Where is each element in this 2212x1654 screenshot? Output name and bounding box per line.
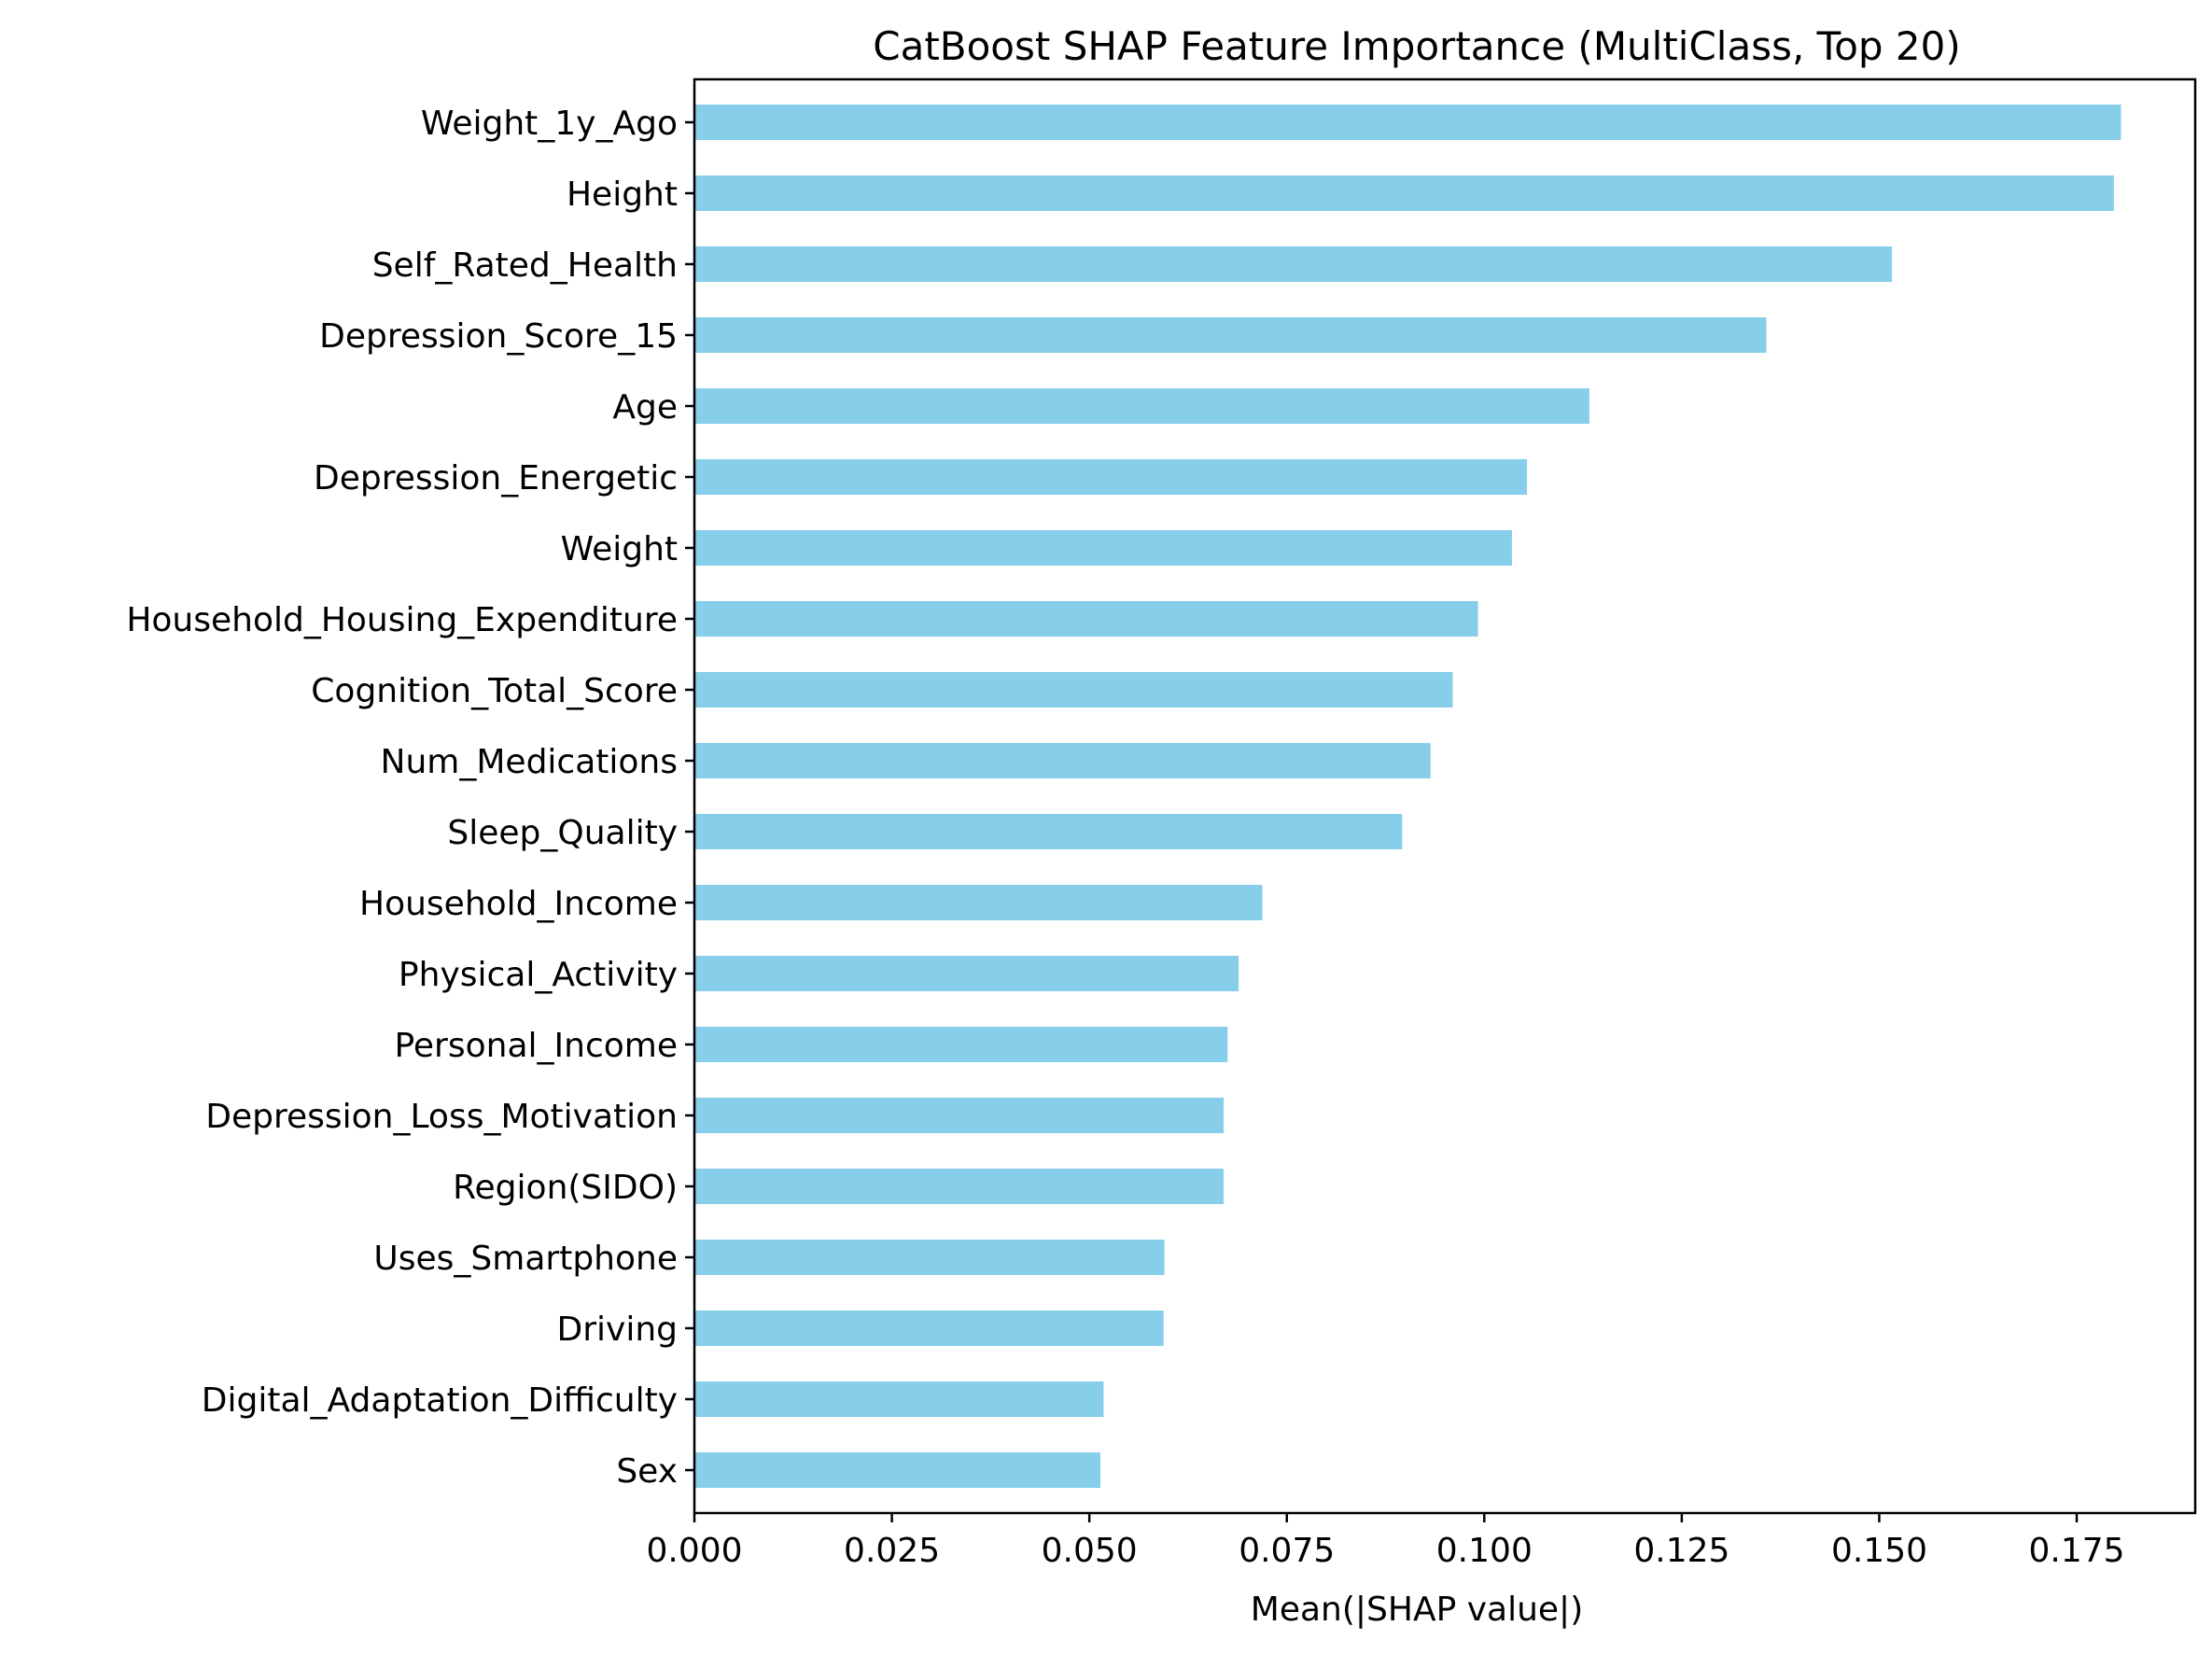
y-axis-ticks: Weight_1y_Ago Height Self_Rated_Health Depr… — [126, 105, 694, 1491]
y-tick-label: Num_Medications — [381, 743, 678, 781]
y-tick-label: Driving — [557, 1311, 679, 1349]
x-tick-label: 0.025 — [844, 1532, 940, 1570]
y-tick-label: Personal_Income — [394, 1027, 678, 1065]
bar-household-housing-expenditure — [694, 601, 1478, 637]
x-tick-label: 0.150 — [1831, 1532, 1927, 1570]
bar-weight — [694, 530, 1512, 566]
bar-self-rated-health — [694, 246, 1893, 282]
bar-depression-energetic — [694, 459, 1528, 495]
x-tick-label: 0.000 — [646, 1532, 742, 1570]
y-tick-label: Region(SIDO) — [453, 1169, 678, 1207]
y-tick-label: Height — [567, 175, 678, 214]
x-tick-label: 0.075 — [1239, 1532, 1335, 1570]
bar-uses-smartphone — [694, 1240, 1165, 1275]
y-tick-label: Uses_Smartphone — [373, 1240, 678, 1278]
x-tick-label: 0.125 — [1633, 1532, 1729, 1570]
bar-household-income — [694, 885, 1263, 920]
y-tick-label: Depression_Energetic — [314, 459, 678, 498]
bar-age — [694, 388, 1589, 424]
y-tick-label: Digital_Adaptation_Difficulty — [202, 1381, 678, 1420]
x-axis-ticks: 0.000 0.025 0.050 0.075 0.100 0.125 0.150 0.175 — [646, 1513, 2125, 1570]
bars-group — [694, 105, 2121, 1488]
y-tick-label: Household_Income — [359, 885, 678, 923]
y-tick-label: Sex — [616, 1452, 678, 1491]
y-tick-label: Cognition_Total_Score — [311, 672, 678, 710]
y-tick-label: Self_Rated_Health — [372, 246, 678, 285]
x-tick-label: 0.100 — [1436, 1532, 1533, 1570]
y-tick-label: Physical_Activity — [399, 956, 678, 994]
bar-num-medications — [694, 743, 1431, 778]
x-tick-label: 0.050 — [1042, 1532, 1138, 1570]
y-tick-label: Household_Housing_Expenditure — [126, 601, 678, 639]
y-tick-label: Age — [612, 388, 678, 427]
y-tick-label: Sleep_Quality — [447, 814, 678, 852]
y-tick-label: Depression_Loss_Motivation — [205, 1098, 678, 1136]
bar-personal-income — [694, 1027, 1228, 1062]
bar-driving — [694, 1311, 1164, 1346]
bar-height — [694, 175, 2114, 211]
bar-cognition-total-score — [694, 672, 1453, 708]
x-axis-label: Mean(|SHAP value|) — [1251, 1591, 1583, 1629]
y-tick-label: Depression_Score_15 — [319, 317, 678, 356]
bar-sleep-quality — [694, 814, 1403, 849]
bar-region-sido — [694, 1169, 1225, 1204]
x-tick-label: 0.175 — [2029, 1532, 2125, 1570]
bar-physical-activity — [694, 956, 1239, 991]
bar-depression-score-15 — [694, 317, 1767, 353]
chart-title: CatBoost SHAP Feature Importance (MultiC… — [873, 23, 1960, 69]
bar-weight-1y-ago — [694, 105, 2121, 140]
y-tick-label: Weight_1y_Ago — [421, 105, 678, 143]
y-tick-label: Weight — [561, 530, 678, 568]
bar-sex — [694, 1452, 1101, 1488]
bar-depression-loss-motivation — [694, 1098, 1225, 1133]
plot-frame — [693, 77, 2197, 1515]
bar-digital-adaptation-difficulty — [694, 1381, 1104, 1417]
